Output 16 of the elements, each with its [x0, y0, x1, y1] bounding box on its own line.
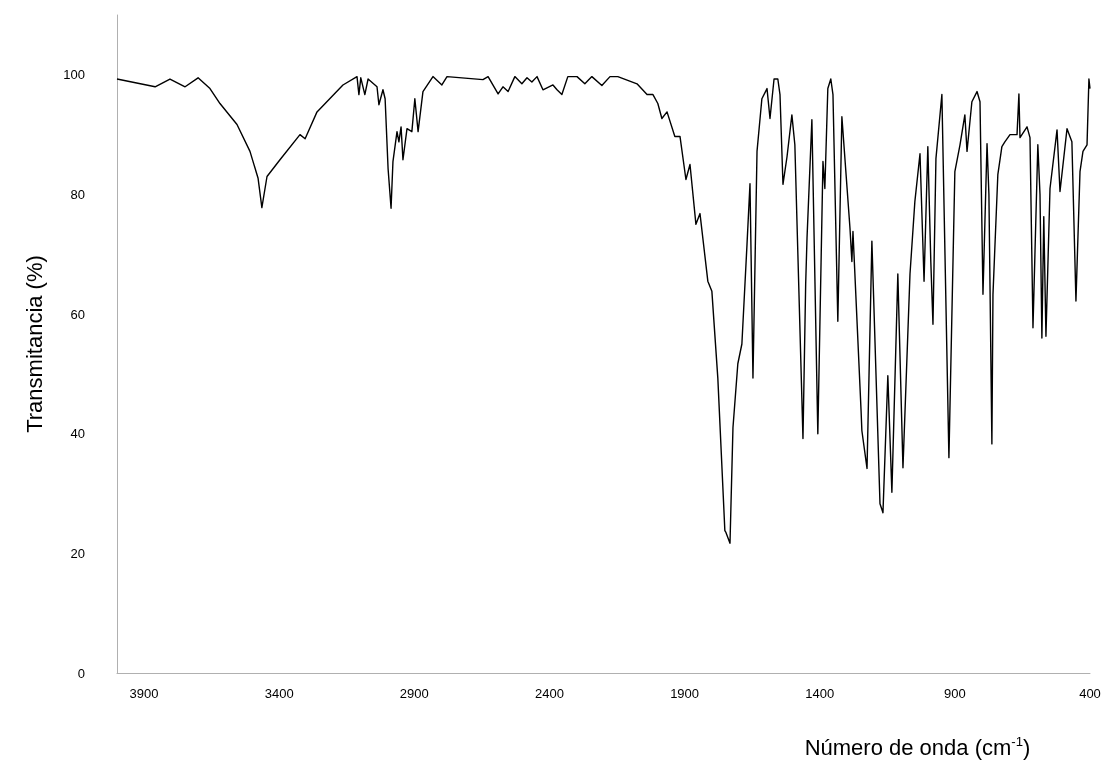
y-tick-label: 60	[70, 306, 85, 322]
x-tick-label: 2900	[399, 686, 429, 701]
y-tick-label: 40	[70, 426, 85, 442]
x-tick-label: 2400	[534, 686, 564, 701]
y-tick-label: 100	[63, 67, 85, 83]
y-tick-label: 0	[77, 665, 85, 681]
x-tick-label: 900	[944, 686, 966, 701]
line-series	[116, 75, 1091, 544]
x-tick-label: 3900	[129, 686, 159, 701]
y-tick-label: 20	[70, 545, 85, 561]
x-tick-label: 1400	[805, 686, 835, 701]
x-tick-label: 3400	[264, 686, 294, 701]
y-tick-label: 80	[70, 186, 85, 202]
x-tick-label: 400	[1079, 686, 1101, 701]
x-tick-label: 1900	[670, 686, 700, 701]
y-axis-title: Transmitancia (%)	[21, 255, 47, 433]
